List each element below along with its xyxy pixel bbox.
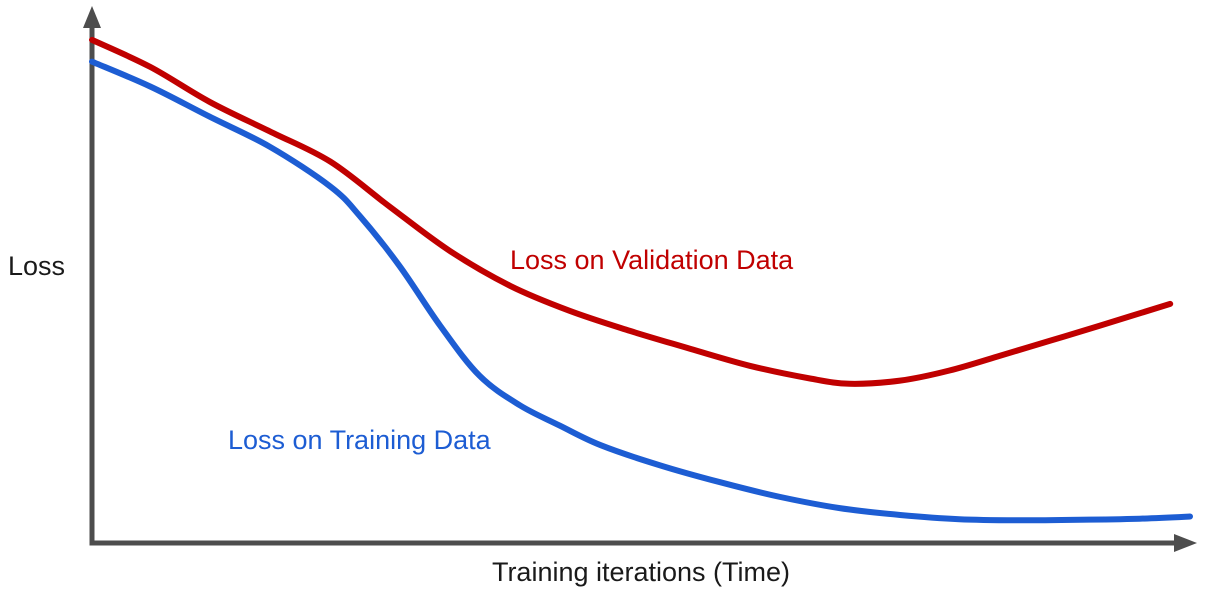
validation-series-label: Loss on Validation Data (510, 245, 794, 275)
y-axis-arrow (83, 6, 101, 28)
training-series-label: Loss on Training Data (228, 425, 491, 455)
validation-loss-curve (89, 36, 1174, 387)
x-axis-label: Training iterations (Time) (491, 557, 791, 587)
x-axis-arrow (1174, 534, 1197, 552)
y-axis-label: Loss (8, 251, 66, 281)
training-loss-curve (89, 58, 1193, 524)
